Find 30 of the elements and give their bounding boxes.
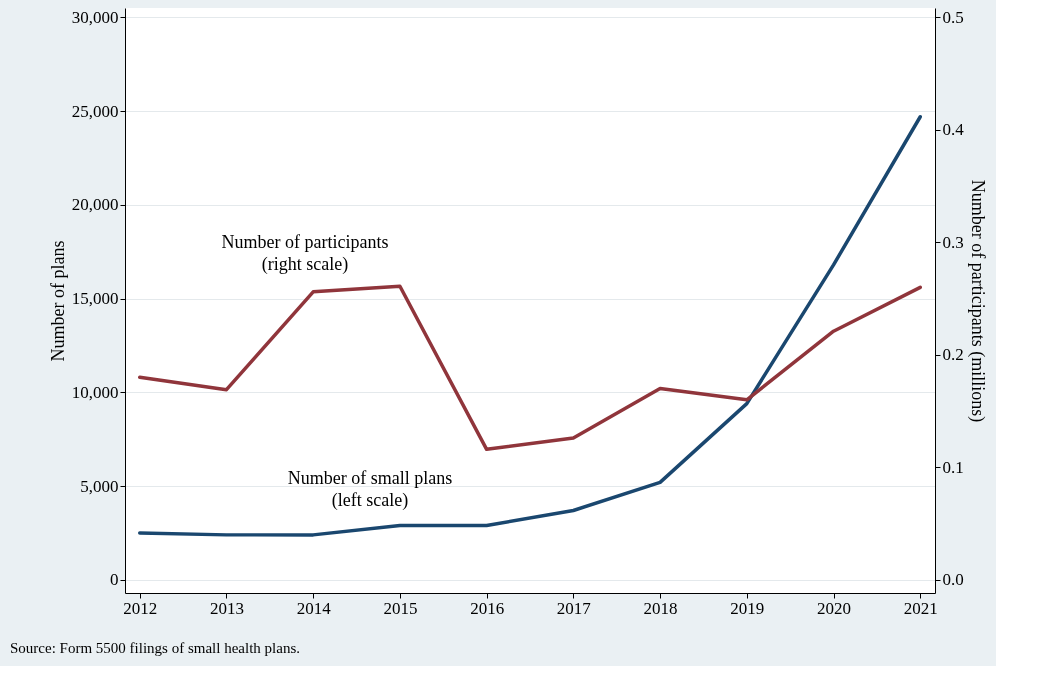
x-tick-label: 2013 [209,598,244,618]
y-tick-label: 15,000 [71,289,119,309]
x-tick-label: 2019 [730,598,765,618]
x-tick-label: 2012 [123,598,158,618]
x-tick-label: 2015 [383,598,418,618]
y2-tick-label: 0.0 [942,570,964,590]
x-tick-label: 2016 [470,598,505,618]
y2-tick-label: 0.5 [942,7,964,27]
line-series [137,115,923,537]
annotation: Number of small plans (left scale) [287,468,453,511]
y2-tick-label: 0.3 [942,232,964,252]
y-tick-label: 25,000 [71,101,119,121]
x-tick-label: 2020 [817,598,852,618]
annotation: Number of participants (right scale) [221,232,389,275]
y-tick-label: 5,000 [80,476,119,496]
x-tick-label: 2021 [903,598,938,618]
x-tick-label: 2018 [643,598,678,618]
y2-tick-label: 0.2 [942,345,964,365]
y-tick-label: 0 [110,570,119,590]
y2-tick-label: 0.1 [942,457,964,477]
y-tick-label: 30,000 [71,7,119,27]
x-tick-label: 2014 [296,598,332,618]
source-note: Source: Form 5500 filings of small health plans. [10,640,300,656]
y2-axis-title: Number of participants (millions) [966,179,988,423]
y-tick-label: 20,000 [71,195,119,215]
y-axis-title: Number of plans [47,240,68,362]
x-tick-label: 2017 [556,598,592,618]
y2-tick-label: 0.4 [942,120,965,140]
y-tick-label: 10,000 [71,382,119,402]
line-series [137,284,923,452]
